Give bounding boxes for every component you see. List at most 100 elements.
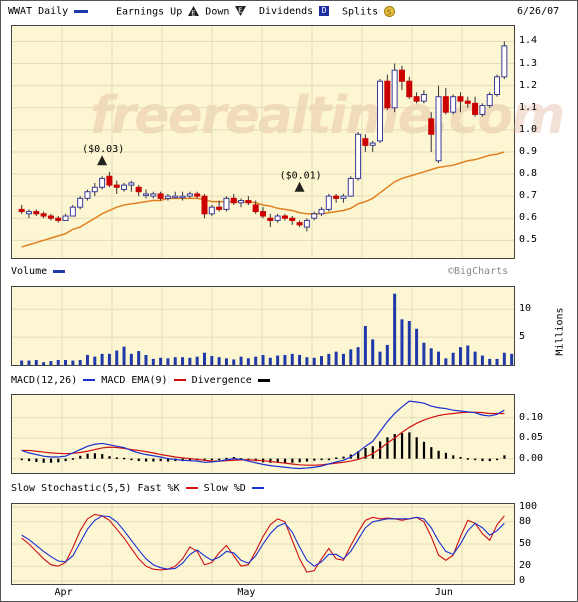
- candle-up: [486, 93, 493, 107]
- y-tick-label: 1.2: [519, 79, 538, 91]
- divergence-bar: [49, 458, 53, 463]
- moving-average-line: [21, 151, 505, 248]
- candle-down: [333, 195, 340, 199]
- candle-up: [128, 182, 135, 186]
- divergence-swatch: [257, 379, 270, 382]
- candle-up: [121, 184, 128, 191]
- candle-down: [113, 184, 120, 188]
- y-tick-label: 0.10: [519, 411, 544, 423]
- candle: [325, 193, 332, 212]
- volume-bar: [115, 350, 119, 365]
- divergence-bar: [210, 458, 214, 461]
- volume-bar: [488, 358, 492, 365]
- divergence-bar: [386, 437, 389, 459]
- candle: [113, 180, 120, 194]
- divergence-bar: [488, 458, 491, 462]
- divergence-bar: [408, 432, 411, 459]
- candle-up: [369, 142, 376, 146]
- macd-legend: MACD(12,26) MACD EMA(9) Divergence: [11, 375, 270, 386]
- divergence-bar: [93, 453, 96, 459]
- candle-up: [420, 93, 427, 102]
- y-tick-label: 20: [519, 560, 532, 572]
- divergence-bar: [400, 433, 404, 459]
- candle-up: [391, 69, 398, 109]
- divergence-bar: [320, 458, 323, 461]
- dividends-legend: Dividends D: [259, 6, 330, 17]
- earnings-up-icon: E: [188, 6, 200, 17]
- volume-bar: [217, 357, 221, 365]
- candle: [450, 94, 457, 115]
- divergence-bar: [27, 458, 31, 462]
- volume-bar: [400, 319, 404, 365]
- candle: [99, 176, 106, 190]
- stochastic-panel: [11, 503, 515, 585]
- candle: [121, 182, 128, 192]
- candle: [355, 132, 362, 181]
- svg-text:E: E: [239, 7, 243, 15]
- volume-bar: [341, 353, 345, 365]
- candle-up: [501, 45, 508, 78]
- candle: [55, 216, 62, 223]
- volume-bar: [144, 354, 148, 365]
- candle: [274, 213, 281, 223]
- candle-up: [435, 96, 442, 162]
- candle: [472, 96, 479, 117]
- divergence-bar: [444, 452, 448, 459]
- divergence-bar: [232, 456, 235, 459]
- candle-up: [91, 186, 98, 193]
- candle: [201, 193, 208, 219]
- earnings-marker-icon: [97, 155, 108, 166]
- candle-down: [362, 138, 369, 146]
- volume-bar: [415, 328, 419, 365]
- earnings-legend: Earnings Up E Down E: [116, 6, 247, 18]
- millions-label: Millions: [554, 307, 566, 356]
- volume-bar: [429, 348, 433, 365]
- divergence-bar: [291, 458, 294, 463]
- candle: [406, 76, 413, 99]
- candle-down: [33, 211, 40, 215]
- volume-bar: [224, 358, 228, 365]
- price-panel: freerealtime.com ($0.03) ($0.01): [11, 25, 565, 259]
- candle: [435, 85, 442, 163]
- copyright-label: ©BigCharts: [448, 266, 509, 277]
- divergence-bar: [364, 447, 367, 459]
- candle-up: [303, 219, 310, 228]
- volume-bar: [56, 359, 60, 365]
- volume-bar: [64, 359, 68, 365]
- ema-swatch: [173, 379, 186, 381]
- candle: [106, 171, 113, 188]
- volume-bar: [261, 354, 265, 365]
- volume-bar: [290, 353, 294, 365]
- divergence-bar: [20, 458, 23, 461]
- volume-bar: [349, 349, 353, 365]
- candle-up: [179, 195, 186, 199]
- volume-bar: [473, 351, 477, 365]
- stochastic-legend: Slow Stochastic(5,5) Fast %K Slow %D: [11, 483, 264, 494]
- volume-bar: [327, 353, 331, 365]
- watermark-logo: freerealtime.com: [90, 86, 565, 146]
- candle-up: [164, 195, 171, 199]
- candle-up: [186, 193, 193, 197]
- candle: [77, 196, 84, 210]
- splits-coin-icon: S: [384, 6, 396, 17]
- divergence-bar: [188, 458, 192, 461]
- candle-down: [428, 118, 435, 135]
- x-tick-label: Jun: [434, 587, 453, 598]
- candle-down: [216, 206, 223, 210]
- divergence-bar: [481, 458, 484, 462]
- earnings-marker-icon: [294, 181, 305, 192]
- volume-bar: [378, 351, 382, 365]
- divergence-bar: [422, 441, 426, 459]
- stochastic-title: Slow Stochastic(5,5): [11, 483, 132, 494]
- candle: [420, 90, 427, 104]
- candle-up: [150, 193, 157, 197]
- volume-bar: [298, 354, 302, 365]
- volume-bar: [356, 347, 360, 365]
- volume-bar: [393, 293, 397, 365]
- volume-bar: [510, 353, 514, 365]
- volume-bar: [129, 353, 133, 365]
- candle-up: [318, 208, 325, 215]
- candle: [91, 182, 98, 197]
- divergence-bar: [305, 458, 309, 462]
- divergence-bar: [298, 458, 301, 463]
